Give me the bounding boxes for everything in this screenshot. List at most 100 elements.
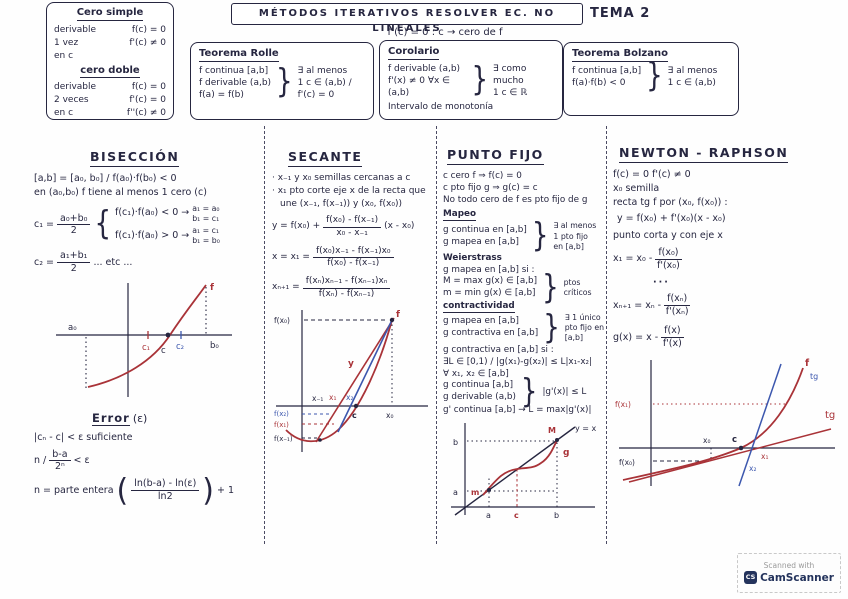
camscanner-name: CamScanner — [760, 571, 834, 584]
x2-label: x₂ — [749, 464, 756, 473]
cero-simple-row: en c — [54, 50, 166, 63]
tangent-blue — [738, 363, 782, 487]
page-title: MÉTODOS ITERATIVOS RESOLVER EC. NO LINEA… — [231, 3, 583, 34]
function-curve — [622, 367, 804, 481]
a-axis-label: a — [453, 488, 458, 497]
fx1-label: f(x₁) — [274, 421, 289, 429]
M-point — [555, 437, 559, 442]
condition: g mapea en [a,b] — [443, 236, 519, 247]
label: 1 vez — [54, 37, 79, 48]
brace: { — [94, 205, 111, 243]
assignment: a₁ = a₀ — [192, 203, 220, 213]
tg-red-label: tg — [825, 410, 835, 421]
case-condition: f(c₁)·f(a₀) > 0 — [115, 229, 179, 241]
math-line: x₀ semilla — [613, 182, 660, 194]
biseccion-graph: a₀ c₁ c c₂ b₀ f — [56, 282, 232, 397]
rolle-result: ∃ al menos 1 c ∈ (a,b) / f'(c) = 0 — [298, 65, 352, 101]
b-label: b — [554, 511, 559, 520]
c-label: c — [352, 411, 357, 420]
biseccion-c1-formula: c₁ = a₀+b₀ 2 { f(c₁)·f(a₀) < 0 → a₁ = a₀… — [34, 204, 262, 247]
x1-label: x₁ — [329, 393, 336, 402]
mapeo-title: Mapeo — [443, 209, 476, 222]
cero-box: Cero simple derivable f(c) = 0 1 vez f'(… — [46, 2, 174, 120]
cero-doble-row: derivable f(c) = 0 — [54, 81, 166, 94]
math-line: y = f(x₀) + f'(x₀)(x - x₀) — [617, 213, 726, 225]
lhs: c₂ = — [34, 256, 55, 268]
newton-g-formula: g(x) = x - f(x) f'(x) — [613, 325, 843, 350]
fraction: f(x₀)x₋₁ - f(x₋₁)x₀ f(x₀) - f(x₋₁) — [312, 246, 394, 270]
bolzano-result: ∃ al menos 1 c ∈ (a,b) — [668, 65, 718, 89]
brace: } — [471, 61, 489, 99]
column-divider — [606, 126, 607, 544]
b0-label: b₀ — [210, 341, 219, 351]
lhs: xₙ₊₁ = — [272, 282, 300, 293]
bolzano-title: Teorema Bolzano — [572, 48, 668, 62]
condition: m = min g(x) ∈ [a,b] — [443, 288, 536, 299]
mapeo-theorem: g continua en [a,b] g mapea en [a,b] } ∃… — [443, 219, 605, 252]
c-point — [353, 403, 359, 408]
error-epsilon: (ε) — [132, 411, 148, 425]
fx0-label: f(x₀) — [619, 458, 635, 467]
condition: f(a) = f(b) — [199, 89, 244, 100]
rhs: < ε — [73, 455, 90, 467]
secant-line-blue — [337, 319, 393, 433]
math-line: recta tg f por (x₀, f(x₀)) : — [613, 196, 728, 208]
rhs: + 1 — [217, 484, 235, 496]
b-axis-label: b — [453, 438, 458, 447]
m-point — [487, 487, 491, 492]
result-line: f'(c) = 0 — [297, 89, 335, 100]
condition: M = max g(x) ∈ [a,b] — [443, 276, 538, 287]
math-line: g' continua [a,b] → L = max|g'(x)| — [443, 405, 592, 416]
brace: } — [543, 308, 560, 347]
condition: g mapea en [a,b] — [443, 316, 519, 327]
cero-simple-row: 1 vez f'(c) ≠ 0 — [54, 37, 166, 50]
condition: f(a)·f(b) < 0 — [572, 77, 626, 88]
secante-graph: f(x₀) f y x₋₁ x₁ x₂ c x₀ f(x₂) f(x₁) f(x… — [274, 309, 428, 452]
biseccion-c2-formula: c₂ = a₁+b₁ 2 ... etc ... — [34, 250, 262, 275]
g-curve — [482, 439, 558, 496]
column-divider — [436, 126, 437, 544]
math-line: c pto fijo g ⇒ g(c) = c — [443, 182, 538, 193]
c-label: c — [732, 435, 737, 445]
value: f''(c) ≠ 0 — [126, 108, 166, 119]
biseccion-title: BISECCIÓN — [90, 148, 180, 168]
value: f(c) = 0 — [131, 24, 166, 35]
fraction: f(x₀) - f(x₋₁) x₀ - x₋₁ — [323, 215, 382, 239]
fraction: ln(b-a) - ln(ε) ln2 — [131, 478, 200, 503]
punto-fijo-column: PUNTO FIJO c cero f ⇒ f(c) = 0 c pto fij… — [443, 146, 605, 521]
value: f(c) = 0 — [131, 82, 166, 93]
bolzano-box: Teorema Bolzano f continua [a,b] f(a)·f(… — [563, 42, 739, 116]
assignment: a₁ = c₁ — [192, 225, 220, 235]
bolzano-conditions: f continua [a,b] f(a)·f(b) < 0 — [572, 65, 641, 89]
secante-title: SECANTE — [288, 148, 363, 168]
math-line: No todo cero de f es pto fijo de g — [443, 195, 588, 206]
identity-line — [454, 425, 576, 516]
result-line: ∃ al menos — [667, 65, 718, 76]
root-point — [165, 332, 171, 338]
math-line: punto corta y con eje x — [613, 230, 723, 242]
function-curve — [87, 284, 207, 388]
fraction: b-a 2ⁿ — [49, 449, 71, 474]
paren: ( — [116, 472, 129, 510]
rhs: (x - x₀) — [384, 221, 415, 232]
label: derivable — [54, 24, 97, 35]
condition: g continua [a,b] — [443, 380, 514, 391]
result-line: 1 pto fijo — [553, 231, 588, 241]
fraction: a₁+b₁ 2 — [57, 250, 91, 275]
case-result: a₁ = c₁ b₁ = b₀ — [192, 226, 220, 246]
corolario-box: Corolario f derivable (a,b) f'(x) ≠ 0 ∀x… — [379, 40, 563, 120]
scanned-with-label: Scanned with — [763, 560, 815, 570]
c1-label: c₁ — [142, 343, 150, 353]
result-line: [a,b] — [564, 333, 584, 343]
assignment: b₁ = b₀ — [192, 236, 220, 246]
tangent-red — [628, 428, 832, 483]
secante-recurrence-formula: xₙ₊₁ = f(xₙ)xₙ₋₁ - f(xₙ₋₁)xₙ f(xₙ) - f(x… — [272, 276, 434, 300]
result-line: pto fijo en — [564, 323, 605, 333]
ellipsis: ··· — [653, 276, 670, 288]
value: f'(c) ≠ 0 — [129, 37, 166, 48]
fx2-label: f(x₂) — [274, 410, 289, 418]
math-line: |cₙ - c| < ε suficiente — [34, 431, 133, 443]
weierstrass-title: Weierstrass — [443, 252, 502, 263]
math-line: g contractiva en [a,b] si : — [443, 344, 554, 355]
math-line: g mapea en [a,b] si : — [443, 265, 535, 276]
